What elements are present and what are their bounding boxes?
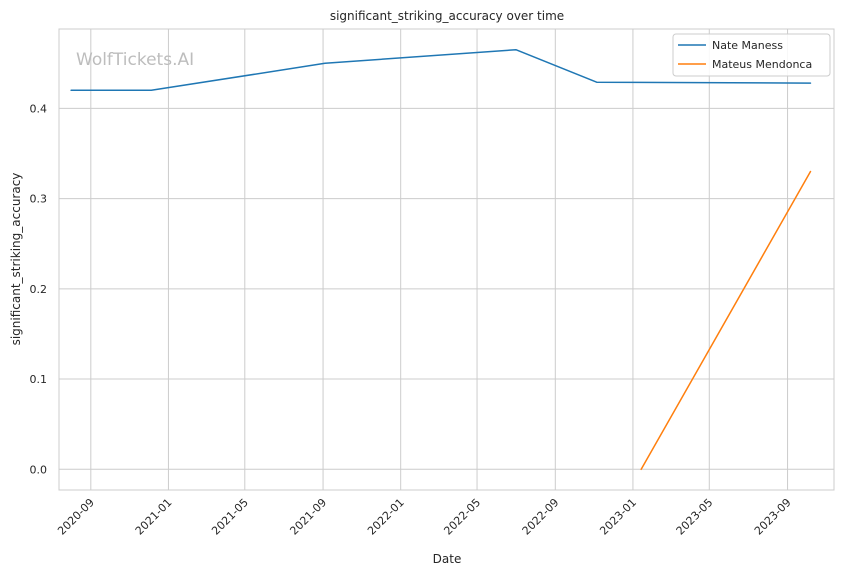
x-tick-label: 2023-09 bbox=[752, 496, 794, 538]
x-tick-label: 2021-01 bbox=[133, 496, 175, 538]
y-axis-ticks: 0.0 0.1 0.2 0.3 0.4 bbox=[30, 102, 48, 476]
y-tick-label: 0.1 bbox=[30, 373, 48, 386]
plot-frame bbox=[58, 28, 835, 491]
legend-box bbox=[672, 33, 831, 77]
x-tick-label: 2022-09 bbox=[520, 496, 562, 538]
x-axis-ticks: 2020-09 2021-01 2021-05 2021-09 2022-01 2022-… bbox=[55, 496, 793, 538]
y-tick-label: 0.0 bbox=[30, 463, 48, 476]
grid bbox=[59, 29, 834, 490]
x-tick-label: 2022-01 bbox=[365, 496, 407, 538]
legend-label-mateus-mendonca: Mateus Mendonca bbox=[712, 58, 812, 71]
watermark: WolfTickets.AI bbox=[76, 50, 194, 70]
series-line-mateus-mendonca bbox=[640, 170, 812, 471]
y-axis-label: significant_striking_accuracy bbox=[9, 173, 23, 346]
y-tick-label: 0.4 bbox=[30, 102, 48, 115]
x-tick-label: 2021-05 bbox=[209, 496, 251, 538]
x-axis-label: Date bbox=[433, 552, 462, 566]
legend-label-nate-maness: Nate Maness bbox=[712, 39, 783, 52]
y-tick-label: 0.3 bbox=[30, 193, 48, 206]
chart-title: significant_striking_accuracy over time bbox=[330, 9, 564, 23]
legend: Nate Maness Mateus Mendonca bbox=[672, 33, 831, 77]
x-tick-label: 2023-05 bbox=[674, 496, 716, 538]
series-line-nate-maness bbox=[70, 48, 812, 92]
x-tick-label: 2022-05 bbox=[441, 496, 483, 538]
x-tick-label: 2023-01 bbox=[597, 496, 639, 538]
y-tick-label: 0.2 bbox=[30, 283, 48, 296]
x-tick-label: 2020-09 bbox=[55, 496, 97, 538]
x-tick-label: 2021-09 bbox=[287, 496, 329, 538]
series-layer bbox=[70, 48, 812, 471]
